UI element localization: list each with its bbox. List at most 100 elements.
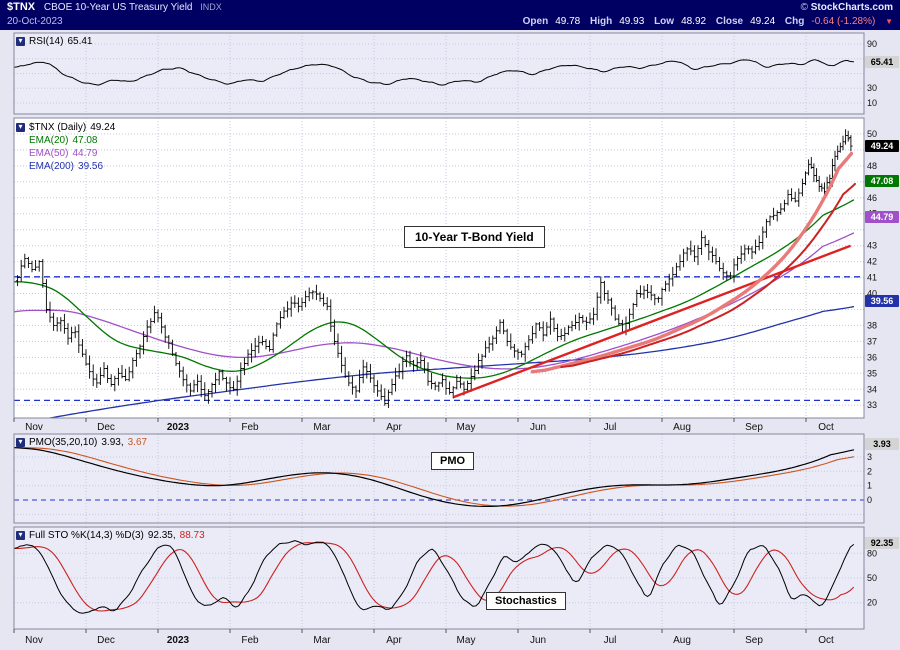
price-ohlc-bars xyxy=(15,129,853,408)
price-axis-tick-label: 40 xyxy=(867,289,877,299)
x-axis-month-label: Jul xyxy=(604,422,617,433)
rsi-legend-name: RSI(14) xyxy=(29,36,64,47)
rsi-legend-value: 65.41 xyxy=(67,36,93,47)
chart-date: 20-Oct-2023 xyxy=(7,16,63,27)
low-label: Low xyxy=(654,16,675,27)
sto-last-value-box: 92.35 xyxy=(865,537,899,549)
main-panel xyxy=(14,118,864,418)
pmo-legend: ▾ PMO(35,20,10) 3.93, 3.67 xyxy=(16,436,147,449)
sto-panel-collapse-icon[interactable]: ▾ xyxy=(16,531,25,540)
ema200-legend-value: 39.56 xyxy=(78,161,104,172)
x-axis-month-label: Mar xyxy=(313,635,331,646)
price-axis-tick-label: 34 xyxy=(867,384,877,394)
close-value: 49.24 xyxy=(750,16,776,27)
x-axis-month-label: 2023 xyxy=(167,422,190,433)
x-axis-month-label: Dec xyxy=(97,422,115,433)
pmo-panel-collapse-icon[interactable]: ▾ xyxy=(16,438,25,447)
chart-header: $TNX CBOE 10-Year US Treasury Yield INDX… xyxy=(0,0,900,30)
open-value: 49.78 xyxy=(555,16,581,27)
sto-annotation-label: Stochastics xyxy=(486,592,566,610)
pmo-line xyxy=(14,447,855,507)
x-axis-month-label: Jun xyxy=(530,635,546,646)
exchange-label: INDX xyxy=(200,2,222,12)
pmo-annotation-label: PMO xyxy=(431,452,475,470)
rsi-panel-border xyxy=(13,32,865,115)
x-axis-month-label: 2023 xyxy=(167,635,190,646)
x-axis-month-label: Jul xyxy=(604,635,617,646)
pmo-axis-tick-label: 1 xyxy=(867,481,872,491)
high-label: High xyxy=(590,16,613,27)
x-axis-month-label: May xyxy=(457,422,476,433)
x-axis-month-label: Dec xyxy=(97,635,115,646)
price-axis-tick-label: 35 xyxy=(867,368,877,378)
rsi-grid xyxy=(14,33,864,114)
sto-axis-tick-label: 20 xyxy=(867,598,877,608)
main-last-value-box: 44.79 xyxy=(865,211,899,223)
rsi-panel xyxy=(14,33,864,114)
sto-k-line xyxy=(14,540,854,614)
price-legend: ▾ $TNX (Daily) 49.24 EMA(20) 47.08 EMA(5… xyxy=(16,121,115,173)
pmo-axis-tick-label: 3 xyxy=(867,452,872,462)
x-axis-month-label: Mar xyxy=(313,422,331,433)
instrument-name: CBOE 10-Year US Treasury Yield xyxy=(43,2,193,13)
x-axis-month-label: Oct xyxy=(818,422,834,433)
ema200-line xyxy=(46,306,855,418)
ema50-legend-value: 44.79 xyxy=(72,148,98,159)
pmo-signal-line xyxy=(14,447,855,507)
sto-axis-tick-label: 50 xyxy=(867,573,877,583)
sto-d-line xyxy=(14,542,855,612)
price-axis-tick-label: 50 xyxy=(867,129,877,139)
panel-backgrounds xyxy=(14,33,864,629)
sto-grid xyxy=(14,527,864,629)
sto-legend: ▾ Full STO %K(14,3) %D(3) 92.35, 88.73 xyxy=(16,529,205,542)
chg-label: Chg xyxy=(784,16,805,27)
main-panel-border xyxy=(13,117,865,419)
ema20-line xyxy=(14,199,855,379)
x-axis-month-label: Aug xyxy=(673,635,691,646)
down-arrow-icon: ▼ xyxy=(885,17,893,26)
ema20-legend-value: 47.08 xyxy=(72,135,98,146)
rsi-panel-collapse-icon[interactable]: ▾ xyxy=(16,37,25,46)
main-last-value-box: 39.56 xyxy=(865,295,899,307)
price-axis-tick-label: 46 xyxy=(867,193,877,203)
axis-labels: 5048464543424140383736353433903010321080… xyxy=(13,32,877,646)
parabolic-curve-light xyxy=(530,151,854,374)
copyright-link[interactable]: © StockCharts.com xyxy=(801,1,893,14)
x-axis-month-label: Apr xyxy=(386,422,402,433)
quote-summary: Open 49.78 High 49.93 Low 48.92 Close 49.24 … xyxy=(516,15,893,28)
price-axis-tick-label: 37 xyxy=(867,336,877,346)
pmo-legend-name: PMO(35,20,10) xyxy=(29,437,98,448)
price-panel-collapse-icon[interactable]: ▾ xyxy=(16,123,25,132)
rsi-axis-tick-label: 10 xyxy=(867,98,877,108)
pmo-last-value-box: 3.93 xyxy=(865,438,899,450)
x-axis-month-label: Aug xyxy=(673,422,691,433)
price-legend-name: $TNX (Daily) xyxy=(29,122,87,133)
rsi-axis-tick-label: 30 xyxy=(867,83,877,93)
price-axis-tick-label: 33 xyxy=(867,400,877,410)
price-axis-tick-label: 41 xyxy=(867,273,877,283)
price-axis-tick-label: 38 xyxy=(867,320,877,330)
price-axis-tick-label: 43 xyxy=(867,241,877,251)
rsi-legend: ▾ RSI(14) 65.41 xyxy=(16,35,92,48)
x-axis-month-label: Sep xyxy=(745,422,763,433)
ema50-legend-name: EMA(50) xyxy=(29,148,69,159)
sto-panel-border xyxy=(13,526,865,630)
x-axis-month-label: Apr xyxy=(386,635,402,646)
x-axis-month-label: Jun xyxy=(530,422,546,433)
x-axis-month-label: Nov xyxy=(25,422,43,433)
price-annotation-label: 10-Year T-Bond Yield xyxy=(404,226,545,248)
series xyxy=(14,59,864,614)
high-value: 49.93 xyxy=(619,16,645,27)
sto-legend-name: Full STO %K(14,3) %D(3) xyxy=(29,530,144,541)
ema20-legend-name: EMA(20) xyxy=(29,135,69,146)
rsi-axis-tick-label: 90 xyxy=(867,39,877,49)
close-label: Close xyxy=(715,16,744,27)
x-axis-month-label: Sep xyxy=(745,635,763,646)
pmo-panel xyxy=(14,434,864,523)
sto-axis-tick-label: 80 xyxy=(867,548,877,558)
main-last-value-box: 49.24 xyxy=(865,140,899,152)
low-value: 48.92 xyxy=(681,16,707,27)
parabolic-curve-dark xyxy=(560,182,856,369)
